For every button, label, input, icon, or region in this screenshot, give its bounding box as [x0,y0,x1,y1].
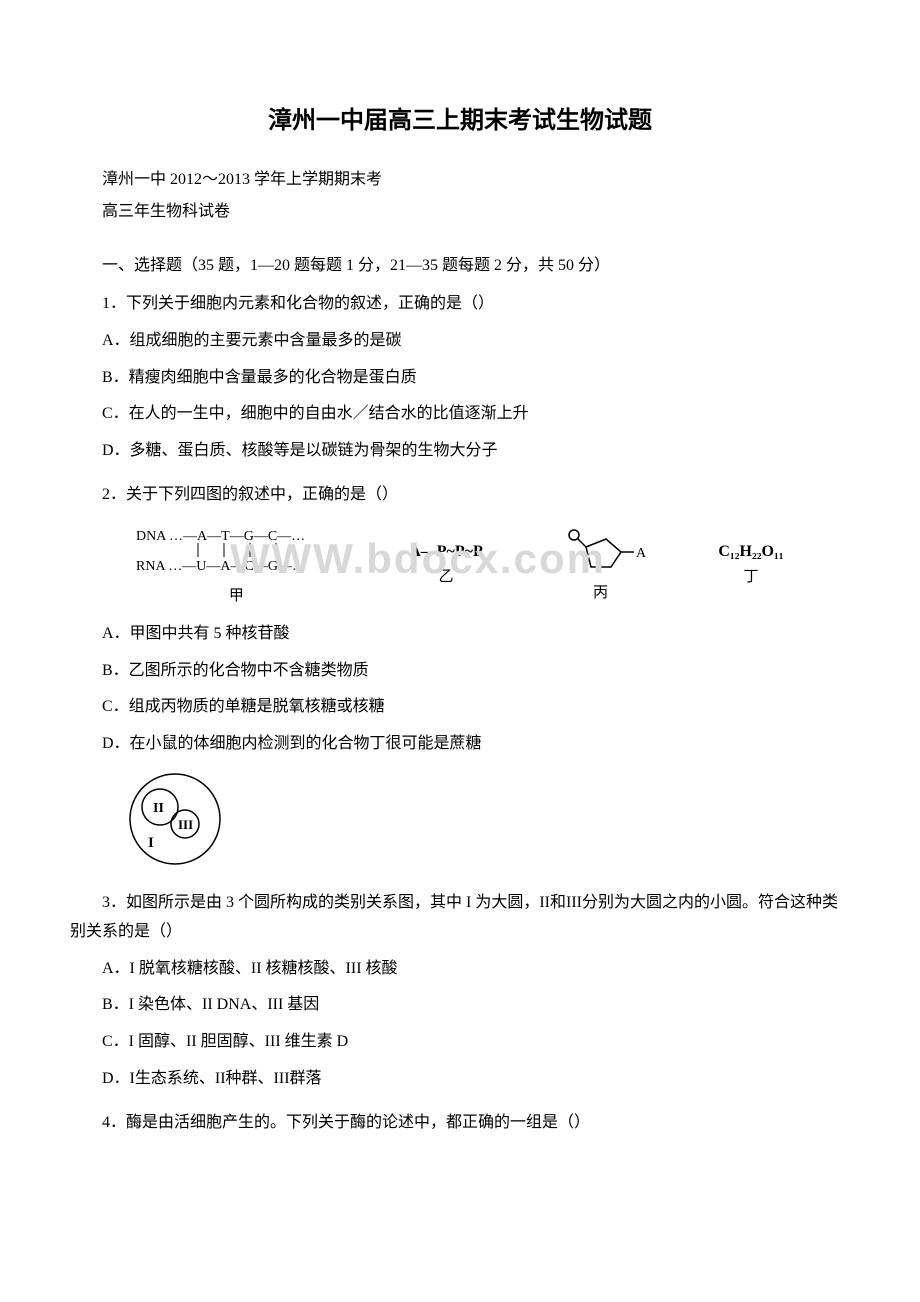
q2-option-d: D．在小鼠的体细胞内检测到的化合物丁很可能是蔗糖 [70,730,850,759]
q2-option-c: C．组成丙物质的单糖是脱氧核糖或核糖 [70,693,850,722]
q4-stem: 4．酶是由活细胞产生的。下列关于酶的论述中，都正确的一组是（） [70,1109,850,1138]
q3-option-c: C．I 固醇、II 胆固醇、III 维生素 D [70,1028,850,1057]
q1-option-b: B．精瘦肉细胞中含量最多的化合物是蛋白质 [70,364,850,393]
q1-option-a: A．组成细胞的主要元素中含量最多的是碳 [70,327,850,356]
ding-formula: C₁₂H₂₂O₁₁ [718,543,783,561]
q3-stem: 3．如图所示是由 3 个圆所构成的类别关系图，其中 I 为大圆，II和III分别… [70,889,850,947]
q3-option-a: A．I 脱氧核糖核酸、II 核糖核酸、III 核酸 [70,955,850,984]
figure-jia-label: 甲 [229,584,244,605]
document-title: 漳州一中届高三上期末考试生物试题 [70,100,850,135]
q2-figure-row: WWW.bdocx.com DNA …—A—T—G—C—… RNA …—U—A—… [100,525,820,605]
svg-text:II: II [153,801,164,816]
q1-option-c: C．在人的一生中，细胞中的自由水／结合水的比值逐渐上升 [70,400,850,429]
q1-option-d: D．多糖、蛋白质、核酸等是以碳链为骨架的生物大分子 [70,437,850,466]
q1-stem: 1．下列关于细胞内元素和化合物的叙述，正确的是（） [70,290,850,319]
subtitle-line-2: 高三年生物科试卷 [70,197,850,221]
subtitle-line-1: 漳州一中 2012～2013 学年上学期期末考 [70,165,850,189]
q2-option-a: A．甲图中共有 5 种核苷酸 [70,620,850,649]
watermark-text: WWW.bdocx.com [230,535,606,583]
venn-svg: II III I [120,769,230,869]
q3-circle-diagram: II III I [120,769,850,874]
q2-option-b: B．乙图所示的化合物中不含糖类物质 [70,657,850,686]
figure-ding-label: 丁 [743,565,758,586]
bing-a-label: A [636,546,646,561]
figure-bing-label: 丙 [593,581,608,602]
q3-option-b: B．I 染色体、II DNA、III 基因 [70,991,850,1020]
figure-ding: C₁₂H₂₂O₁₁ 丁 [718,543,783,586]
q2-stem: 2．关于下列四图的叙述中，正确的是（） [70,481,850,510]
section-1-header: 一、选择题（35 题，1—20 题每题 1 分，21—35 题每题 2 分，共 … [70,251,850,275]
svg-text:I: I [148,835,154,851]
svg-text:III: III [178,817,193,832]
q3-option-d: D．I生态系统、II种群、III群落 [70,1065,850,1094]
